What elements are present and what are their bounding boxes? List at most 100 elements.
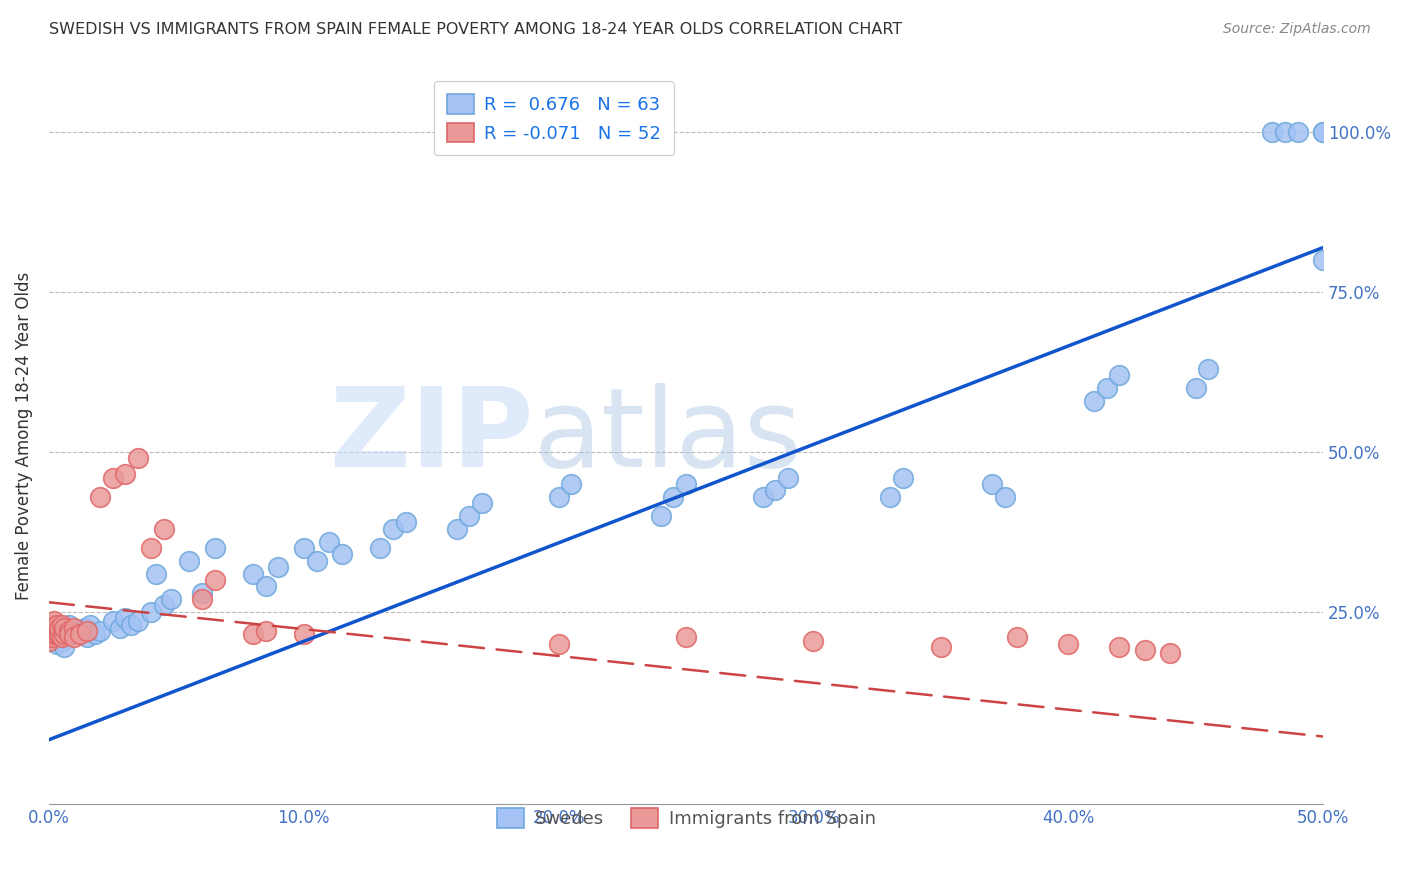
Point <box>42 627 65 641</box>
Point <box>1108 368 1130 383</box>
Point <box>41 627 63 641</box>
Point <box>45 637 67 651</box>
Point <box>292 627 315 641</box>
Point <box>1184 381 1206 395</box>
Point <box>58 617 80 632</box>
Point <box>751 490 773 504</box>
Point <box>69 624 91 638</box>
Text: Source: ZipAtlas.com: Source: ZipAtlas.com <box>1223 22 1371 37</box>
Point <box>242 566 264 581</box>
Point <box>76 624 98 638</box>
Point <box>675 631 697 645</box>
Point <box>110 621 132 635</box>
Point <box>58 627 80 641</box>
Point <box>318 534 340 549</box>
Point <box>1057 637 1080 651</box>
Point <box>191 592 214 607</box>
Point <box>803 633 825 648</box>
Point <box>45 627 67 641</box>
Point <box>1083 393 1105 408</box>
Point <box>675 477 697 491</box>
Point <box>38 617 60 632</box>
Point <box>48 621 70 635</box>
Point <box>650 508 672 523</box>
Point <box>1108 640 1130 654</box>
Point <box>79 617 101 632</box>
Point <box>395 516 418 530</box>
Point <box>51 617 73 632</box>
Point <box>41 617 63 632</box>
Point <box>160 592 183 607</box>
Point <box>305 554 328 568</box>
Point <box>1261 125 1284 139</box>
Point <box>48 627 70 641</box>
Point <box>471 496 494 510</box>
Point <box>139 541 162 555</box>
Point <box>879 490 901 504</box>
Point <box>1133 643 1156 657</box>
Point <box>547 490 569 504</box>
Point <box>51 631 73 645</box>
Point <box>1312 125 1334 139</box>
Point <box>41 624 63 638</box>
Point <box>120 617 142 632</box>
Point <box>53 621 76 635</box>
Point <box>1312 125 1334 139</box>
Point <box>776 470 799 484</box>
Point <box>994 490 1017 504</box>
Point <box>1198 362 1220 376</box>
Point <box>38 624 60 638</box>
Point <box>38 621 60 635</box>
Point <box>42 624 65 638</box>
Point <box>763 483 786 498</box>
Point <box>127 451 149 466</box>
Point <box>73 621 96 635</box>
Point <box>1159 647 1181 661</box>
Point <box>114 467 136 482</box>
Point <box>1312 253 1334 268</box>
Point <box>69 627 91 641</box>
Point <box>63 621 86 635</box>
Point <box>89 490 111 504</box>
Point <box>292 541 315 555</box>
Point <box>1007 631 1029 645</box>
Point <box>63 627 86 641</box>
Point <box>89 624 111 638</box>
Point <box>41 624 63 638</box>
Legend: Swedes, Immigrants from Spain: Swedes, Immigrants from Spain <box>489 801 883 835</box>
Point <box>1286 125 1309 139</box>
Y-axis label: Female Poverty Among 18-24 Year Olds: Female Poverty Among 18-24 Year Olds <box>15 272 32 600</box>
Point <box>254 579 277 593</box>
Point <box>929 640 952 654</box>
Point <box>204 573 226 587</box>
Point <box>980 477 1002 491</box>
Point <box>891 470 914 484</box>
Point <box>83 627 105 641</box>
Point <box>45 624 67 638</box>
Point <box>48 624 70 638</box>
Point <box>114 611 136 625</box>
Point <box>1095 381 1118 395</box>
Point <box>76 631 98 645</box>
Point <box>53 627 76 641</box>
Point <box>53 640 76 654</box>
Point <box>267 560 290 574</box>
Point <box>204 541 226 555</box>
Point <box>38 627 60 641</box>
Point <box>458 508 481 523</box>
Point <box>242 627 264 641</box>
Point <box>1274 125 1296 139</box>
Text: ZIP: ZIP <box>330 383 533 490</box>
Point <box>662 490 685 504</box>
Point <box>152 599 174 613</box>
Point <box>58 624 80 638</box>
Point <box>254 624 277 638</box>
Point <box>179 554 201 568</box>
Text: atlas: atlas <box>533 383 801 490</box>
Point <box>127 615 149 629</box>
Point <box>382 522 405 536</box>
Point <box>56 621 79 635</box>
Point <box>38 631 60 645</box>
Point <box>191 585 214 599</box>
Point <box>101 615 124 629</box>
